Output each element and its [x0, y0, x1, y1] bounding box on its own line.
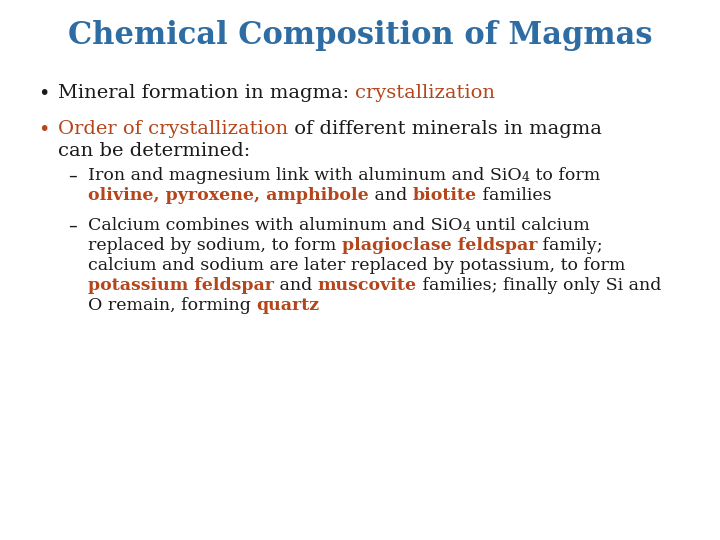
Text: and: and [274, 277, 318, 294]
Text: –: – [68, 167, 77, 185]
Text: family;: family; [537, 237, 603, 254]
Text: replaced by sodium, to form: replaced by sodium, to form [88, 237, 342, 254]
Text: •: • [38, 84, 50, 103]
Text: until calcium: until calcium [470, 217, 590, 234]
Text: –: – [68, 217, 77, 235]
Text: of different minerals in magma: of different minerals in magma [288, 120, 602, 138]
Text: Iron and magnesium link with aluminum and SiO: Iron and magnesium link with aluminum an… [88, 167, 522, 184]
Text: olivine, pyroxene, amphibole: olivine, pyroxene, amphibole [88, 187, 369, 204]
Text: •: • [38, 120, 50, 139]
Text: Chemical Composition of Magmas: Chemical Composition of Magmas [68, 20, 652, 51]
Text: biotite: biotite [413, 187, 477, 204]
Text: Mineral formation in magma:: Mineral formation in magma: [58, 84, 356, 102]
Text: O remain, forming: O remain, forming [88, 297, 256, 314]
Text: muscovite: muscovite [318, 277, 417, 294]
Text: 4: 4 [522, 171, 530, 184]
Text: crystallization: crystallization [356, 84, 495, 102]
Text: plagioclase feldspar: plagioclase feldspar [342, 237, 537, 254]
Text: Calcium combines with aluminum and SiO: Calcium combines with aluminum and SiO [88, 217, 462, 234]
Text: Order of crystallization: Order of crystallization [58, 120, 288, 138]
Text: and: and [369, 187, 413, 204]
Text: to form: to form [530, 167, 600, 184]
Text: can be determined:: can be determined: [58, 142, 251, 160]
Text: quartz: quartz [256, 297, 320, 314]
Text: families; finally only Si and: families; finally only Si and [417, 277, 661, 294]
Text: calcium and sodium are later replaced by potassium, to form: calcium and sodium are later replaced by… [88, 257, 626, 274]
Text: 4: 4 [462, 221, 470, 234]
Text: potassium feldspar: potassium feldspar [88, 277, 274, 294]
Text: families: families [477, 187, 552, 204]
